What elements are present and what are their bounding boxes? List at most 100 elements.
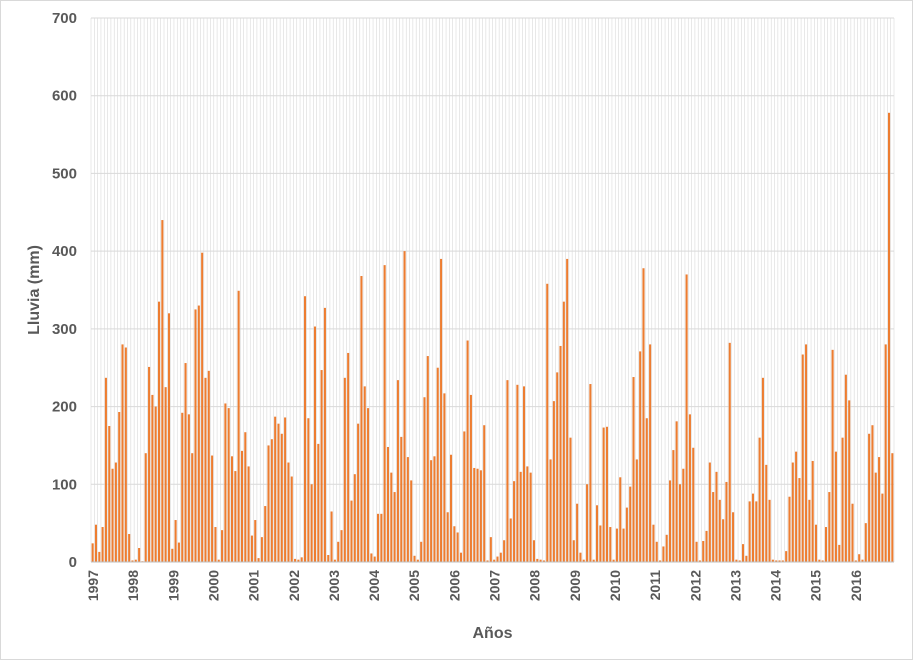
bar [201,252,204,562]
bar [443,393,446,562]
bar [400,436,403,562]
bar [181,412,184,562]
bar [615,528,618,562]
bar [197,305,200,562]
bar [529,472,532,562]
bar [695,541,698,562]
bar [659,560,662,562]
y-tick-label: 300 [52,321,77,338]
x-tick-label: 1999 [165,570,181,601]
bar [476,468,479,562]
y-tick-label: 100 [52,476,77,493]
bar [134,559,137,562]
bar [552,401,555,562]
bar [589,384,592,562]
bar [586,484,589,562]
bar [423,397,426,562]
bar [363,386,366,562]
bar [791,462,794,562]
bar [868,433,871,562]
bar [625,507,628,562]
bar [303,296,307,562]
bar [167,313,171,562]
bar [605,426,609,562]
bar [416,559,419,562]
bar [503,540,506,562]
bar [267,445,270,562]
bar [692,447,695,562]
bar [144,453,147,562]
bar [373,556,376,562]
bar [572,540,575,562]
bar [430,460,433,562]
bar [768,499,771,562]
bar [831,349,834,562]
bar [376,513,380,562]
bar [532,540,536,562]
bar [609,527,612,562]
bar [579,552,582,562]
x-axis-title: Años [473,625,513,642]
bar [479,470,482,562]
bar [878,457,881,562]
bar [161,220,164,563]
bar [114,462,117,562]
bar [234,471,237,562]
bar [655,541,658,562]
x-tick-label: 2000 [205,570,221,601]
bar [380,513,383,562]
bar [619,477,622,562]
x-tick-label: 2011 [647,570,663,601]
bar [536,558,539,562]
bar [247,466,250,562]
bar [874,472,877,562]
bar [675,421,678,562]
x-tick-label: 1998 [125,570,141,601]
x-tick-label: 2003 [326,570,342,601]
bar [685,274,688,562]
bar [526,466,529,562]
bar [257,558,260,562]
bar [499,552,502,562]
bar [237,290,240,562]
bar [230,456,234,562]
bar [207,370,210,562]
x-tick-label: 2015 [808,570,824,601]
bar [297,559,300,562]
bar [337,541,340,562]
bar [838,544,841,562]
bar [260,537,263,562]
bar [294,558,297,562]
bar [546,283,549,562]
bar [446,512,449,562]
bar [154,406,157,562]
bar [287,462,290,562]
bar [871,425,874,562]
y-tick-labels: 0 100 200 300 400 500 600 700 [52,10,77,571]
bar [493,559,496,562]
x-tick-label: 2004 [366,570,382,601]
bar [688,414,691,562]
bar [851,503,854,562]
bar [801,354,804,562]
bar [712,492,715,562]
bar [612,559,615,562]
bar [244,432,247,562]
y-tick-label: 400 [52,243,77,260]
bar [214,527,217,562]
bar [805,344,808,562]
bar [94,524,98,562]
x-tick-label: 2001 [246,570,262,601]
x-tick-label: 2002 [286,570,302,601]
bar [128,534,131,562]
bar [489,537,492,562]
bar [104,377,107,562]
bar [396,380,399,562]
bar [513,481,516,562]
bar [828,492,831,562]
bar [602,427,605,562]
bar [539,559,542,562]
bar [174,520,177,562]
bar [436,367,439,562]
bar [98,551,101,562]
